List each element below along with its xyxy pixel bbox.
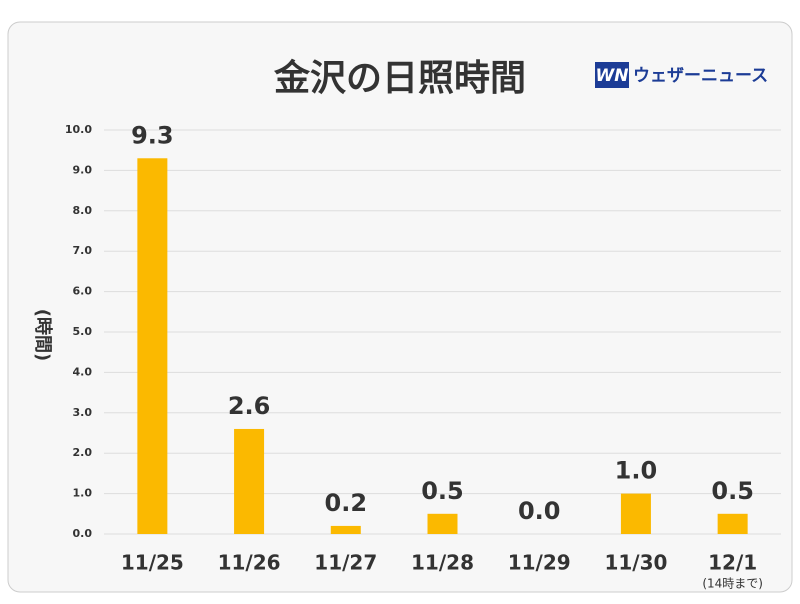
- y-tick-label: 9.0: [73, 163, 93, 176]
- value-label: 0.0: [518, 497, 561, 525]
- x-tick-label: 11/25: [121, 551, 184, 575]
- y-axis-label: (時間): [32, 309, 53, 361]
- y-tick-label: 1.0: [73, 487, 93, 500]
- annotation: (14時まで): [702, 577, 763, 591]
- bar: [234, 428, 265, 534]
- y-tick-label: 5.0: [73, 325, 93, 338]
- x-tick-label: 11/26: [218, 551, 281, 575]
- bar: [717, 513, 748, 534]
- y-tick-label: 10.0: [65, 123, 92, 136]
- y-tick-label: 6.0: [73, 285, 93, 298]
- value-label: 0.5: [711, 477, 754, 505]
- bar: [427, 513, 458, 534]
- value-label: 9.3: [131, 121, 174, 149]
- bar: [137, 158, 168, 534]
- y-tick-label: 4.0: [73, 365, 93, 378]
- y-tick-label: 3.0: [73, 406, 93, 419]
- value-label: 0.5: [421, 477, 464, 505]
- x-tick-label: 11/28: [411, 551, 474, 575]
- chart-title: 金沢の日照時間: [273, 57, 526, 99]
- y-tick-label: 2.0: [73, 446, 93, 459]
- y-tick-label: 8.0: [73, 204, 93, 217]
- x-tick-label: 11/27: [314, 551, 377, 575]
- bar: [330, 525, 361, 534]
- value-label: 2.6: [228, 392, 271, 420]
- value-label: 0.2: [325, 489, 368, 517]
- y-tick-label: 7.0: [73, 244, 93, 257]
- brand-mark: WN: [596, 66, 629, 86]
- value-label: 1.0: [615, 457, 658, 485]
- bar: [620, 493, 651, 534]
- card: [7, 21, 793, 593]
- brand-logo: [595, 62, 629, 88]
- x-tick-label: 11/29: [508, 551, 571, 575]
- x-tick-label: 11/30: [604, 551, 667, 575]
- x-tick-label: 12/1: [708, 551, 757, 575]
- y-tick-label: 0.0: [73, 527, 93, 540]
- brand-name: ウェザーニュース: [633, 66, 768, 86]
